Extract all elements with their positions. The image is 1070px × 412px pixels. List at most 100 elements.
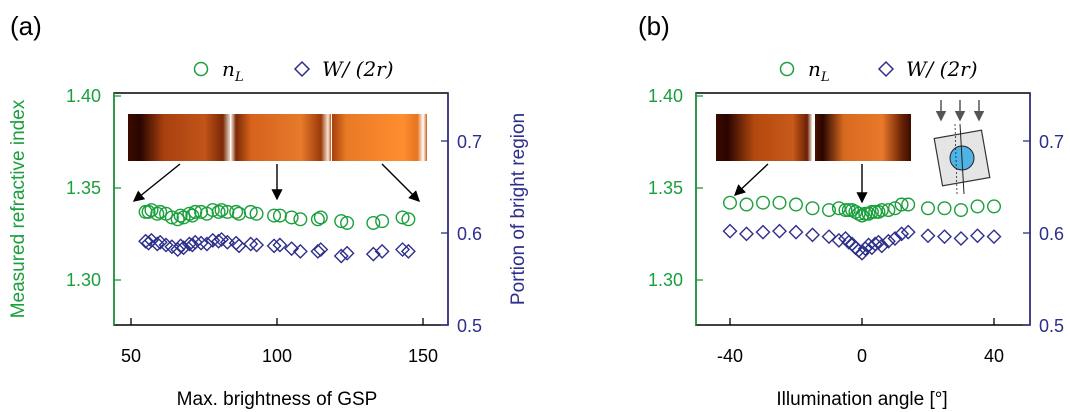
point-nl-a-17 [214,203,229,218]
point-nl-b-28 [987,199,1002,214]
point-nl-b-19 [874,203,889,218]
point-w-b-3 [772,223,787,239]
point-w-a-10 [181,236,197,252]
x-tick-label-a-100: 100 [262,346,292,366]
y-left-tick-label-b-140: 1.40 [648,86,683,106]
point-nl-a-32 [375,214,390,229]
point-nl-a-28 [313,210,328,225]
svg-text:n: n [808,57,821,81]
point-w-a-0 [138,233,154,249]
point-nl-b-25 [937,201,952,216]
y-left-tick-label-b-130: 1.30 [648,270,683,290]
data-points-a [138,203,416,264]
x-axis-label-a: Max. brightness of GSP [177,389,378,410]
legend-marker-w-b [877,60,895,78]
y-left-tick-label-a-135: 1.35 [66,178,101,198]
point-nl-b-26 [954,203,969,218]
point-nl-a-19 [229,204,244,219]
y-right-axis-label-a: Portion of bright region [508,113,529,305]
point-nl-b-11 [848,204,863,219]
point-w-b-7 [831,232,847,248]
y-right-tick-label-a-07: 0.7 [457,132,482,152]
point-w-b-20 [880,233,896,249]
point-nl-a-31 [366,215,381,230]
point-w-a-12 [187,234,203,250]
point-w-a-1 [141,235,157,251]
point-nl-b-18 [871,204,886,219]
point-w-b-24 [920,228,936,244]
point-w-a-31 [365,246,381,262]
svg-text:L: L [234,70,244,85]
legend-label-w-a: W/ (2r) [322,57,394,81]
point-nl-b-9 [841,203,856,218]
point-w-a-16 [211,233,227,249]
legend-marker-nl-a [193,61,209,77]
point-nl-a-29 [334,214,349,229]
point-w-b-22 [894,226,910,242]
point-w-b-4 [788,224,804,240]
point-nl-b-17 [868,204,883,219]
panel-b: (b) -40 0 40 1.30 1.35 1.40 0.5 0.6 0.7 … [638,11,1064,410]
x-ticks-a [130,318,424,325]
panel-a: (a) 50 100 150 1.30 1.35 1.40 0.5 0.6 0.… [8,11,529,410]
arrows-a [132,163,420,202]
point-nl-a-21 [243,204,258,219]
point-w-b-21 [887,231,903,247]
x-tick-label-b-0: 0 [857,346,867,366]
y-right-tick-label-b-05: 0.5 [1039,316,1064,336]
point-w-a-29 [333,248,349,264]
x-ticks-b [729,318,995,325]
point-w-a-22 [249,237,265,253]
point-nl-b-2 [756,195,771,210]
point-nl-a-26 [293,212,308,227]
point-nl-b-1 [739,197,754,212]
point-w-a-8 [173,238,189,254]
point-w-b-5 [805,227,820,243]
point-w-b-23 [900,224,916,240]
y-right-tick-label-b-06: 0.6 [1039,224,1064,244]
point-w-b-2 [755,224,771,240]
y-left-tick-label-b-135: 1.35 [648,178,683,198]
y-right-ticks-b [1023,140,1030,326]
point-nl-a-7 [170,212,185,227]
point-w-a-25 [284,241,300,257]
point-nl-b-27 [970,199,985,214]
x-tick-label-a-50: 50 [121,346,141,366]
point-w-a-30 [339,245,355,261]
point-nl-b-16 [864,204,879,219]
point-w-b-19 [874,238,890,254]
x-axis-label-b: Illumination angle [°] [776,389,947,410]
point-nl-b-6 [822,203,837,218]
y-left-tick-label-a-130: 1.30 [66,270,101,290]
point-w-a-21 [243,236,259,252]
point-nl-b-8 [838,203,853,218]
point-w-a-24 [272,237,288,253]
point-nl-b-3 [772,195,787,210]
point-nl-b-14 [858,206,873,221]
y-left-axis-label-a: Measured refractive index [8,99,29,318]
point-nl-a-23 [267,208,282,223]
x-tick-label-a-150: 150 [408,346,438,366]
point-nl-a-1 [141,204,156,219]
point-nl-b-23 [901,197,916,212]
point-w-b-14 [857,241,873,257]
point-nl-a-11 [185,208,200,223]
panel-label-a: (a) [10,11,42,41]
point-nl-a-16 [211,204,226,219]
point-nl-b-7 [831,201,846,216]
point-nl-a-4 [153,204,168,219]
point-nl-a-30 [340,215,355,230]
y-left-ticks-a [114,95,121,281]
point-w-b-6 [821,229,837,245]
point-w-a-32 [374,243,390,259]
point-w-b-1 [739,226,754,242]
point-nl-b-0 [723,195,738,210]
point-nl-a-33 [395,210,410,225]
point-nl-b-20 [881,203,896,218]
y-right-tick-label-a-06: 0.6 [457,224,482,244]
point-w-b-0 [722,223,738,239]
point-nl-a-3 [150,206,165,221]
point-nl-b-4 [789,197,804,212]
panel-label-b: (b) [638,11,670,41]
